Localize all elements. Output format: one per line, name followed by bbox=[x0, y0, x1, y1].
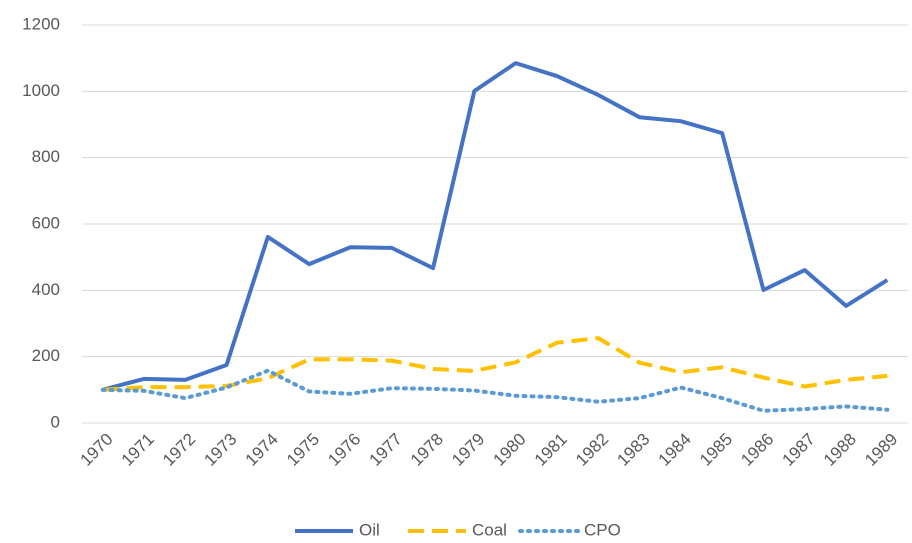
x-tick-label: 1984 bbox=[655, 430, 695, 470]
series-line bbox=[102, 61, 889, 392]
x-tick-label: 1970 bbox=[76, 430, 116, 470]
x-tick-label: 1983 bbox=[613, 430, 653, 470]
x-tick-label: 1974 bbox=[242, 430, 282, 470]
x-tick-label: 1979 bbox=[448, 430, 488, 470]
legend-label: Coal bbox=[472, 520, 507, 539]
x-tick-label: 1988 bbox=[820, 430, 860, 470]
x-tick-label: 1981 bbox=[531, 430, 571, 470]
y-tick-label: 400 bbox=[32, 280, 60, 299]
y-tick-label: 800 bbox=[32, 147, 60, 166]
x-tick-label: 1987 bbox=[779, 430, 819, 470]
legend-label: CPO bbox=[584, 520, 621, 539]
x-tick-label: 1977 bbox=[366, 430, 406, 470]
series-line bbox=[102, 336, 888, 392]
x-tick-label: 1971 bbox=[118, 430, 158, 470]
y-tick-label: 0 bbox=[51, 412, 60, 431]
x-tick-label: 1982 bbox=[572, 430, 612, 470]
x-tick-label: 1980 bbox=[489, 430, 529, 470]
legend-label: Oil bbox=[359, 520, 380, 539]
x-tick-label: 1989 bbox=[861, 430, 901, 470]
y-tick-label: 200 bbox=[32, 346, 60, 365]
y-tick-label: 600 bbox=[32, 213, 60, 232]
x-tick-label: 1986 bbox=[737, 430, 777, 470]
x-tick-label: 1973 bbox=[200, 430, 240, 470]
x-tick-label: 1972 bbox=[159, 430, 199, 470]
series-line bbox=[100, 368, 890, 413]
x-tick-label: 1976 bbox=[324, 430, 364, 470]
y-tick-label: 1200 bbox=[22, 14, 60, 33]
x-tick-label: 1985 bbox=[696, 430, 736, 470]
x-tick-label: 1978 bbox=[407, 430, 447, 470]
x-tick-label: 1975 bbox=[283, 430, 323, 470]
y-tick-label: 1000 bbox=[22, 81, 60, 100]
